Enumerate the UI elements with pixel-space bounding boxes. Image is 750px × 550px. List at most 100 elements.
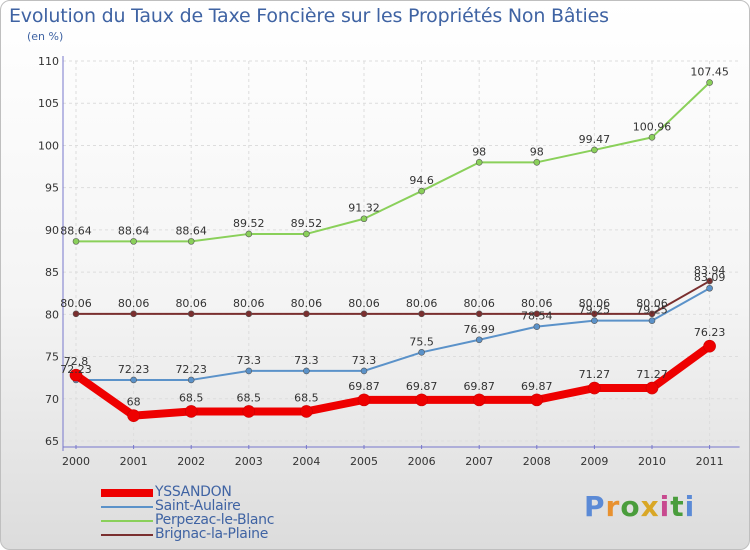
data-label-saint-aulaire: 72.23 — [118, 363, 150, 376]
data-point-brignac-la-plaine — [360, 310, 368, 318]
data-label-yssandon: 71.27 — [636, 368, 668, 381]
data-point-saint-aulaire — [360, 367, 368, 375]
data-label-yssandon: 68 — [127, 396, 141, 409]
x-tick-label: 2003 — [235, 455, 263, 468]
data-label-brignac-la-plaine: 80.06 — [60, 297, 92, 310]
data-point-yssandon — [645, 381, 659, 395]
logo-letter: o — [620, 490, 641, 523]
data-point-saint-aulaire — [475, 336, 483, 344]
data-point-perpezac-le-blanc — [187, 238, 195, 245]
data-point-yssandon — [703, 339, 716, 353]
data-point-saint-aulaire — [303, 367, 310, 375]
data-label-perpezac-le-blanc: 88.64 — [175, 224, 207, 237]
data-point-perpezac-le-blanc — [648, 134, 656, 141]
data-point-saint-aulaire — [130, 376, 137, 384]
series-line-saint-aulaire — [75, 287, 711, 381]
x-tick-label: 2011 — [696, 455, 724, 468]
x-tick-label: 2006 — [408, 455, 436, 468]
data-label-saint-aulaire: 73.3 — [352, 354, 377, 367]
data-label-saint-aulaire: 83.09 — [694, 271, 726, 284]
legend-swatch — [101, 489, 153, 497]
data-point-brignac-la-plaine — [533, 310, 541, 318]
legend-label: Brignac-la-Plaine — [155, 526, 269, 542]
data-label-perpezac-le-blanc: 99.47 — [579, 133, 611, 146]
data-point-perpezac-le-blanc — [303, 230, 310, 238]
logo-letter: x — [640, 490, 660, 523]
data-label-saint-aulaire: 78.54 — [521, 310, 553, 323]
data-labels: 88.64 88.64 88.64 89.52 89.52 91.32 94.6 98 98 99… — [60, 66, 729, 409]
data-label-saint-aulaire: 75.5 — [409, 335, 434, 348]
data-label-brignac-la-plaine: 80.06 — [118, 297, 150, 310]
y-axis-unit-label: (en %) — [27, 30, 64, 43]
data-label-perpezac-le-blanc: 100.96 — [633, 120, 672, 133]
data-label-saint-aulaire: 79.25 — [636, 304, 668, 317]
data-point-saint-aulaire — [533, 323, 541, 330]
data-label-saint-aulaire: 79.25 — [579, 304, 611, 317]
data-label-saint-aulaire: 73.3 — [294, 354, 319, 367]
data-point-brignac-la-plaine — [475, 310, 483, 318]
data-point-brignac-la-plaine — [72, 310, 80, 318]
data-label-perpezac-le-blanc: 98 — [530, 145, 544, 158]
data-point-yssandon — [242, 405, 256, 418]
data-point-yssandon — [357, 393, 371, 407]
data-point-brignac-la-plaine — [706, 277, 713, 285]
data-point-perpezac-le-blanc — [533, 159, 541, 166]
series-lines — [69, 79, 716, 422]
x-tick-label: 2007 — [465, 455, 493, 468]
data-point-perpezac-le-blanc — [418, 187, 425, 195]
data-label-brignac-la-plaine: 80.06 — [175, 297, 207, 310]
y-tick-label: 80 — [45, 308, 59, 321]
data-point-perpezac-le-blanc — [360, 215, 368, 223]
data-point-perpezac-le-blanc — [591, 146, 598, 154]
data-label-brignac-la-plaine: 80.06 — [291, 297, 323, 310]
data-label-brignac-la-plaine: 80.06 — [521, 297, 553, 310]
y-tick-label: 105 — [38, 97, 59, 110]
x-tick-label: 2010 — [638, 455, 666, 468]
axes: 65 70 75 80 85 90 95 100 105 110 2000 2001 2002 2003 2… — [38, 55, 740, 468]
data-label-brignac-la-plaine: 83.94 — [694, 264, 726, 277]
data-label-perpezac-le-blanc: 88.64 — [118, 224, 150, 237]
legend-label: YSSANDON — [155, 484, 232, 500]
data-label-yssandon: 69.87 — [348, 380, 380, 393]
data-label-brignac-la-plaine: 80.06 — [406, 297, 438, 310]
data-label-yssandon: 68.5 — [237, 391, 262, 404]
data-point-saint-aulaire — [591, 317, 598, 324]
y-tick-label: 110 — [38, 55, 59, 68]
series-line-brignac-la-plaine — [75, 280, 711, 315]
data-label-saint-aulaire: 73.3 — [237, 354, 262, 367]
data-label-saint-aulaire: 72.23 — [60, 363, 92, 376]
data-label-yssandon: 68.5 — [179, 391, 204, 404]
data-point-saint-aulaire — [187, 376, 195, 384]
data-point-yssandon — [127, 409, 140, 422]
x-tick-label: 2005 — [350, 455, 378, 468]
data-point-yssandon — [184, 405, 198, 418]
data-point-brignac-la-plaine — [648, 310, 656, 318]
x-tick-label: 2009 — [580, 455, 608, 468]
data-label-perpezac-le-blanc: 89.52 — [291, 217, 323, 230]
data-point-brignac-la-plaine — [187, 310, 195, 318]
data-point-saint-aulaire — [418, 349, 425, 356]
data-point-brignac-la-plaine — [418, 310, 425, 318]
data-point-saint-aulaire — [706, 284, 713, 292]
data-label-saint-aulaire: 76.99 — [463, 323, 495, 336]
data-point-yssandon — [472, 393, 486, 407]
data-point-perpezac-le-blanc — [475, 159, 483, 166]
data-label-brignac-la-plaine: 80.06 — [579, 297, 611, 310]
y-tick-label: 85 — [45, 266, 59, 279]
y-tick-label: 100 — [38, 139, 59, 152]
legend-swatch — [101, 506, 153, 508]
logo-letter: t — [670, 490, 685, 523]
data-label-perpezac-le-blanc: 89.52 — [233, 217, 265, 230]
chart-title: Evolution du Taux de Taxe Foncière sur l… — [9, 5, 609, 27]
data-point-yssandon — [588, 381, 601, 395]
data-label-yssandon: 69.87 — [406, 380, 438, 393]
data-label-brignac-la-plaine: 80.06 — [233, 297, 265, 310]
data-label-yssandon: 68.5 — [294, 391, 319, 404]
x-tick-label: 2001 — [120, 455, 148, 468]
data-label-saint-aulaire: 72.23 — [175, 363, 207, 376]
data-point-yssandon — [69, 368, 83, 382]
data-label-yssandon: 72.8 — [64, 355, 89, 368]
y-tick-label: 65 — [45, 435, 59, 448]
legend-label: Perpezac-le-Blanc — [155, 512, 275, 528]
